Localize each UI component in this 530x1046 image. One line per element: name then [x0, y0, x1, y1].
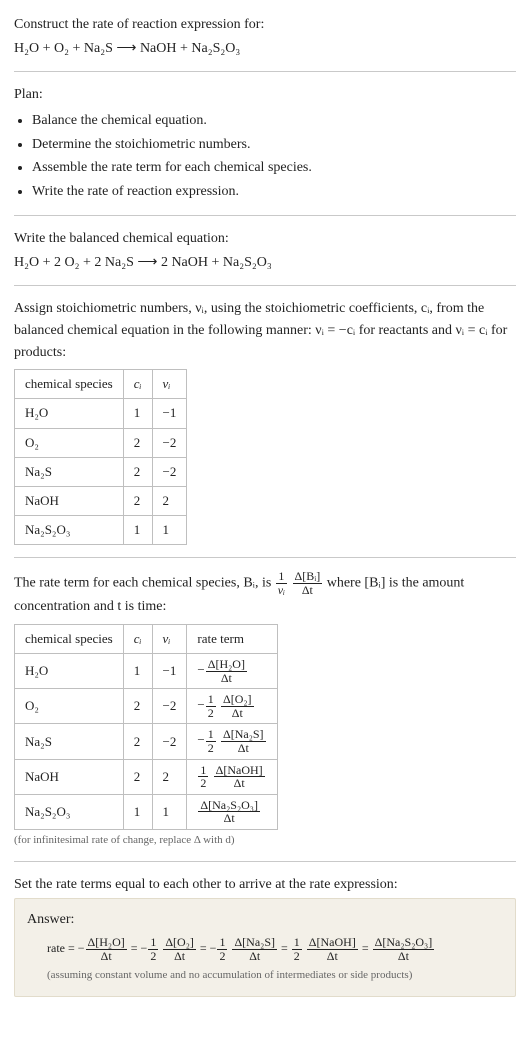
- table-row: Na₂S₂O₃11: [15, 515, 187, 544]
- balanced-heading: Write the balanced chemical equation:: [14, 228, 516, 250]
- cell-species: Na₂S: [15, 724, 124, 759]
- cell-species: O₂: [15, 428, 124, 457]
- cell-v: −2: [152, 724, 187, 759]
- cell-c: 2: [123, 457, 152, 486]
- frac-num: 1: [276, 570, 287, 584]
- table-header: cᵢ: [123, 624, 152, 653]
- plan-list: Balance the chemical equation. Determine…: [14, 110, 516, 203]
- cell-c: 2: [123, 724, 152, 759]
- rateterm-delta-frac: Δ[Bᵢ] Δt: [293, 570, 323, 596]
- cell-species: H₂O: [15, 399, 124, 428]
- cell-species: Na₂S₂O₃: [15, 515, 124, 544]
- cell-rateterm: −12 Δ[Na₂S]Δt: [187, 724, 277, 759]
- cell-v: 2: [152, 486, 187, 515]
- cell-c: 1: [123, 654, 152, 689]
- cell-v: 1: [152, 794, 187, 829]
- frac-den: νᵢ: [276, 584, 287, 597]
- stoich-table: chemical species cᵢ νᵢ H₂O1−1 O₂2−2 Na₂S…: [14, 369, 187, 545]
- divider: [14, 71, 516, 72]
- rate-expression: rate = −Δ[H₂O]Δt = −12 Δ[O₂]Δt = −12 Δ[N…: [47, 936, 503, 962]
- table-row: Na₂S₂O₃ 1 1 Δ[Na₂S₂O₃]Δt: [15, 794, 278, 829]
- table-header-row: chemical species cᵢ νᵢ: [15, 370, 187, 399]
- cell-species: O₂: [15, 689, 124, 724]
- cell-species: Na₂S: [15, 457, 124, 486]
- cell-v: −1: [152, 654, 187, 689]
- rate-terms: −Δ[H₂O]Δt = −12 Δ[O₂]Δt = −12 Δ[Na₂S]Δt …: [78, 941, 435, 955]
- table-header: νᵢ: [152, 624, 187, 653]
- divider: [14, 285, 516, 286]
- rateterm-text: The rate term for each chemical species,…: [14, 570, 516, 618]
- cell-c: 2: [123, 428, 152, 457]
- cell-rateterm: 12 Δ[NaOH]Δt: [187, 759, 277, 794]
- rateterm-pre: The rate term for each chemical species,…: [14, 575, 275, 590]
- table-row: NaOH22: [15, 486, 187, 515]
- cell-rateterm: −Δ[H₂O]Δt: [187, 654, 277, 689]
- table-header: cᵢ: [123, 370, 152, 399]
- cell-c: 2: [123, 759, 152, 794]
- table-header: chemical species: [15, 624, 124, 653]
- plan-heading: Plan:: [14, 84, 516, 106]
- frac-den: Δt: [293, 584, 323, 597]
- plan-item: Assemble the rate term for each chemical…: [32, 157, 516, 179]
- cell-v: 2: [152, 759, 187, 794]
- intro-equation: H₂O + O₂ + Na₂S ⟶ NaOH + Na₂S₂O₃: [14, 38, 516, 60]
- table-header: νᵢ: [152, 370, 187, 399]
- answer-box: Answer: rate = −Δ[H₂O]Δt = −12 Δ[O₂]Δt =…: [14, 898, 516, 997]
- cell-c: 1: [123, 515, 152, 544]
- answer-label: Answer:: [27, 909, 503, 931]
- cell-c: 1: [123, 399, 152, 428]
- cell-v: −2: [152, 428, 187, 457]
- cell-species: NaOH: [15, 759, 124, 794]
- cell-species: H₂O: [15, 654, 124, 689]
- table-row: O₂2−2: [15, 428, 187, 457]
- answer-note: (assuming constant volume and no accumul…: [47, 967, 503, 984]
- table-row: Na₂S 2 −2 −12 Δ[Na₂S]Δt: [15, 724, 278, 759]
- cell-v: −2: [152, 457, 187, 486]
- cell-rateterm: Δ[Na₂S₂O₃]Δt: [187, 794, 277, 829]
- rateterm-table: chemical species cᵢ νᵢ rate term H₂O 1 −…: [14, 624, 278, 830]
- table-row: H₂O 1 −1 −Δ[H₂O]Δt: [15, 654, 278, 689]
- divider: [14, 861, 516, 862]
- cell-c: 1: [123, 794, 152, 829]
- cell-v: −1: [152, 399, 187, 428]
- table-header-row: chemical species cᵢ νᵢ rate term: [15, 624, 278, 653]
- cell-c: 2: [123, 486, 152, 515]
- divider: [14, 557, 516, 558]
- table-header: chemical species: [15, 370, 124, 399]
- cell-rateterm: −12 Δ[O₂]Δt: [187, 689, 277, 724]
- divider: [14, 215, 516, 216]
- plan-item: Determine the stoichiometric numbers.: [32, 134, 516, 156]
- table-row: H₂O1−1: [15, 399, 187, 428]
- rateterm-coef-frac: 1 νᵢ: [276, 570, 287, 596]
- rateterm-caption: (for infinitesimal rate of change, repla…: [14, 832, 516, 849]
- final-heading: Set the rate terms equal to each other t…: [14, 874, 516, 896]
- table-header: rate term: [187, 624, 277, 653]
- plan-item: Balance the chemical equation.: [32, 110, 516, 132]
- table-row: NaOH 2 2 12 Δ[NaOH]Δt: [15, 759, 278, 794]
- assign-text: Assign stoichiometric numbers, νᵢ, using…: [14, 298, 516, 363]
- cell-species: NaOH: [15, 486, 124, 515]
- cell-v: −2: [152, 689, 187, 724]
- table-row: Na₂S2−2: [15, 457, 187, 486]
- table-row: O₂ 2 −2 −12 Δ[O₂]Δt: [15, 689, 278, 724]
- cell-c: 2: [123, 689, 152, 724]
- intro-line: Construct the rate of reaction expressio…: [14, 14, 516, 36]
- balanced-equation: H₂O + 2 O₂ + 2 Na₂S ⟶ 2 NaOH + Na₂S₂O₃: [14, 252, 516, 274]
- plan-item: Write the rate of reaction expression.: [32, 181, 516, 203]
- cell-species: Na₂S₂O₃: [15, 794, 124, 829]
- frac-num: Δ[Bᵢ]: [293, 570, 323, 584]
- cell-v: 1: [152, 515, 187, 544]
- rate-label: rate =: [47, 941, 75, 955]
